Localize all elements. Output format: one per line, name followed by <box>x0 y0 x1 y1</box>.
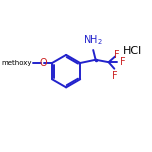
Text: HCl: HCl <box>123 46 142 56</box>
Text: F: F <box>112 71 117 81</box>
Text: O: O <box>39 58 47 68</box>
Text: methoxy: methoxy <box>1 60 32 66</box>
Text: NH$_2$: NH$_2$ <box>83 33 103 47</box>
Text: F: F <box>114 50 120 60</box>
Text: F: F <box>120 57 126 67</box>
